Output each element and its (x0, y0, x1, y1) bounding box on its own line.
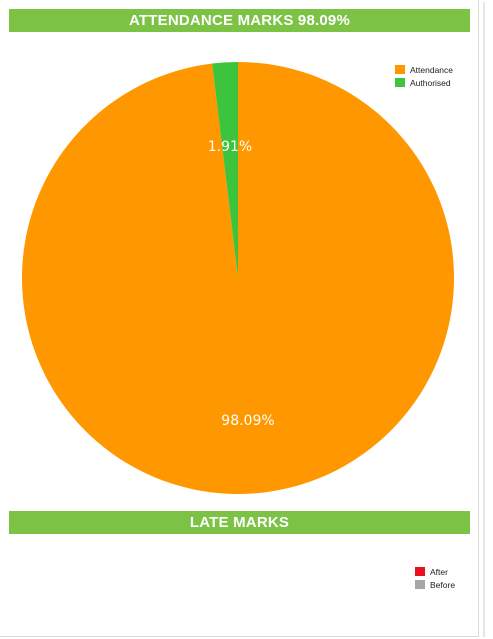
legend-item-after[interactable]: After (415, 565, 455, 578)
legend-label-before: Before (430, 579, 456, 590)
late-marks-header: LATE MARKS (9, 511, 470, 534)
legend-swatch-attendance (395, 65, 405, 74)
attendance-marks-header: ATTENDANCE MARKS 98.09% (9, 9, 470, 32)
panel-divider (483, 2, 485, 637)
legend-swatch-before (415, 580, 425, 589)
legend-label-after: After (430, 566, 448, 577)
legend-swatch-authorised (395, 78, 405, 87)
slice-label-authorised: 1.91% (208, 139, 252, 155)
attendance-legend: Attendance Authorised (395, 63, 453, 89)
legend-item-authorised[interactable]: Authorised (395, 76, 453, 89)
legend-item-attendance[interactable]: Attendance (395, 63, 453, 76)
legend-label-authorised: Authorised (410, 77, 451, 88)
slice-label-attendance: 98.09% (221, 413, 274, 429)
legend-item-before[interactable]: Before (415, 578, 455, 591)
legend-label-attendance: Attendance (410, 64, 454, 75)
attendance-panel (0, 0, 479, 637)
pie-slice-authorised[interactable] (212, 62, 238, 278)
late-marks-legend: After Before (415, 565, 455, 591)
legend-swatch-after (415, 567, 425, 576)
pie-slice-attendance[interactable] (21, 62, 454, 494)
